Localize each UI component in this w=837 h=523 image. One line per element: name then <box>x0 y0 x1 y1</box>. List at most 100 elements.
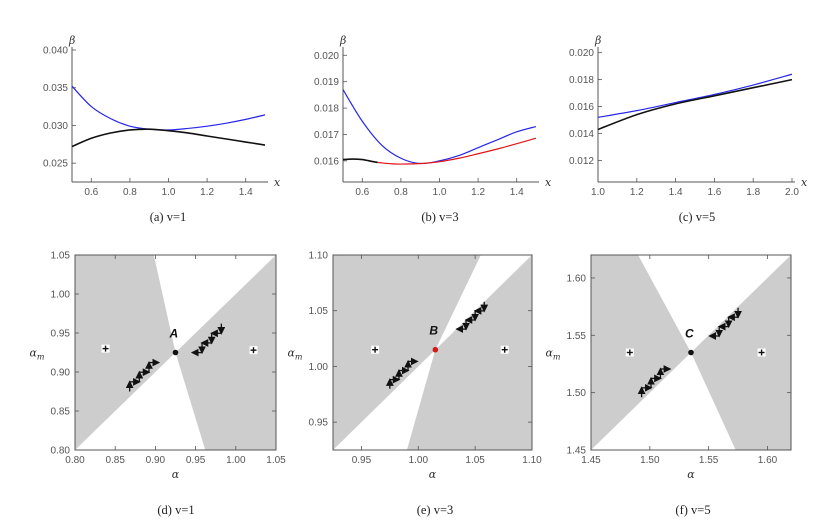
x-axis-label: α <box>172 468 180 481</box>
plus-marker <box>625 348 634 357</box>
x-tick-label: 1.2 <box>471 187 485 198</box>
y-axis-label: β <box>594 34 601 47</box>
x-tick-label: 1.0 <box>162 187 176 198</box>
equilibrium-label-C: C <box>685 327 694 341</box>
panel-e: 0.95 1.00 1.05 1.10 0.95 1.00 1.05 1.10 α αm B <box>287 251 542 482</box>
y-tick-label: 0.018 <box>314 104 339 115</box>
y-tick-label: 0.016 <box>569 102 594 113</box>
shaded-region-f-1 <box>591 255 691 450</box>
y-axis-label: β <box>339 34 346 47</box>
equilibrium-point-C <box>688 349 694 356</box>
y-tick-label: 0.018 <box>569 75 594 86</box>
y-tick-label: 1.05 <box>309 306 329 317</box>
caption-b: (b) v=3 <box>421 210 458 224</box>
series-line-black-b <box>342 158 378 164</box>
y-axis-label: β <box>68 34 75 47</box>
y-tick-label: 1.45 <box>567 446 587 457</box>
y-tick-label: 0.014 <box>569 129 594 140</box>
x-tick-label: 2.0 <box>785 187 799 198</box>
y-axis-label: αm <box>29 347 44 362</box>
caption-a: (a) v=1 <box>150 210 187 224</box>
frame-f <box>590 254 792 451</box>
panel-c: 1.0 1.2 1.4 1.6 1.8 2.0 0.012 0.014 0.016 0.018 0.… <box>569 34 808 198</box>
caption-c: (c) v=5 <box>679 210 716 224</box>
x-tick-label: 1.6 <box>707 187 721 198</box>
x-tick-label: 1.4 <box>239 187 253 198</box>
y-tick-label: 1.00 <box>309 362 329 373</box>
y-tick-label: 0.95 <box>51 329 71 340</box>
series-line-blue-c <box>597 73 793 118</box>
y-tick-label: 0.016 <box>314 156 339 167</box>
x-tick-label: 1.00 <box>409 455 429 466</box>
x-axis-label: x <box>274 176 281 189</box>
series-line-blue-a <box>71 85 266 131</box>
shaded-region-f-2 <box>691 255 791 450</box>
y-tick-label: 0.85 <box>51 407 71 418</box>
x-tick-label: 1.55 <box>699 455 719 466</box>
y-axis-label: αm <box>287 347 302 362</box>
plus-marker <box>101 344 110 353</box>
shaded-region-e-2 <box>406 255 532 450</box>
series-line-blue-b <box>342 89 537 165</box>
x-tick-label: 1.00 <box>226 455 246 466</box>
y-tick-label: 0.95 <box>309 418 329 429</box>
panel-a: 0.6 0.8 1.0 1.2 1.4 0.025 0.030 0.035 0.040 x β <box>43 34 281 198</box>
x-tick-label: 1.2 <box>200 187 214 198</box>
frame-e <box>332 254 533 451</box>
plus-marker <box>249 346 258 355</box>
x-tick-label: 1.05 <box>266 455 286 466</box>
y-tick-label: 1.50 <box>567 388 587 399</box>
frame-d <box>74 254 277 451</box>
plus-marker <box>500 345 509 354</box>
panel-d: 0.80 0.85 0.90 0.95 1.00 1.05 0.80 0.85 0.90 0.95… <box>29 251 286 482</box>
x-tick-label: 0.8 <box>123 187 137 198</box>
equilibrium-point-A <box>172 349 179 356</box>
x-tick-label: 1.45 <box>581 455 601 466</box>
y-tick-label: 0.040 <box>43 46 68 57</box>
x-axis-label: α <box>687 468 695 481</box>
x-tick-label: 1.0 <box>591 187 605 198</box>
y-tick-label: 0.019 <box>314 77 339 88</box>
y-tick-label: 1.05 <box>51 251 71 262</box>
y-tick-label: 0.030 <box>43 121 68 132</box>
shaded-region-d-2 <box>175 255 276 450</box>
panel-b: 0.6 0.8 1.0 1.2 1.4 0.016 0.017 0.018 0.019 0.020… <box>314 34 552 198</box>
plus-marker <box>757 348 766 357</box>
plus-marker <box>371 345 380 354</box>
shaded-region-e-1 <box>333 255 481 450</box>
y-tick-label: 0.020 <box>314 51 339 62</box>
x-axis-label: x <box>545 176 552 189</box>
x-tick-label: 0.90 <box>146 455 166 466</box>
x-tick-label: 1.4 <box>669 187 683 198</box>
equilibrium-label-A: A <box>169 327 179 341</box>
y-tick-label: 0.020 <box>569 48 594 59</box>
x-tick-label: 1.2 <box>630 187 644 198</box>
y-tick-label: 0.012 <box>569 156 594 167</box>
x-tick-label: 0.95 <box>186 455 206 466</box>
equilibrium-label-B: B <box>429 324 438 338</box>
y-tick-label: 1.10 <box>309 251 329 262</box>
series-line-black-c <box>597 78 793 131</box>
x-tick-label: 1.8 <box>746 187 760 198</box>
x-tick-label: 1.4 <box>510 187 524 198</box>
x-tick-label: 0.80 <box>65 455 85 466</box>
panel-f: 1.45 1.50 1.55 1.60 1.45 1.50 1.55 1.60 α αm C <box>545 254 792 481</box>
caption-d: (d) v=1 <box>157 503 194 517</box>
x-axis-label: α <box>429 468 437 481</box>
y-tick-label: 1.60 <box>567 273 587 284</box>
series-line-black-a <box>71 128 266 148</box>
y-axis-label: αm <box>545 347 560 362</box>
caption-e: (e) v=3 <box>417 503 454 517</box>
x-tick-label: 0.6 <box>355 187 369 198</box>
y-tick-label: 1.55 <box>567 331 587 342</box>
x-tick-label: 1.05 <box>465 455 485 466</box>
x-tick-label: 1.60 <box>758 455 778 466</box>
y-tick-label: 0.017 <box>314 130 339 141</box>
x-tick-label: 0.8 <box>394 187 408 198</box>
x-axis-label: x <box>801 176 808 189</box>
y-tick-label: 0.025 <box>43 159 68 170</box>
y-tick-label: 0.80 <box>51 446 71 457</box>
shaded-region-d-1 <box>75 255 176 450</box>
y-tick-label: 0.90 <box>51 368 71 379</box>
